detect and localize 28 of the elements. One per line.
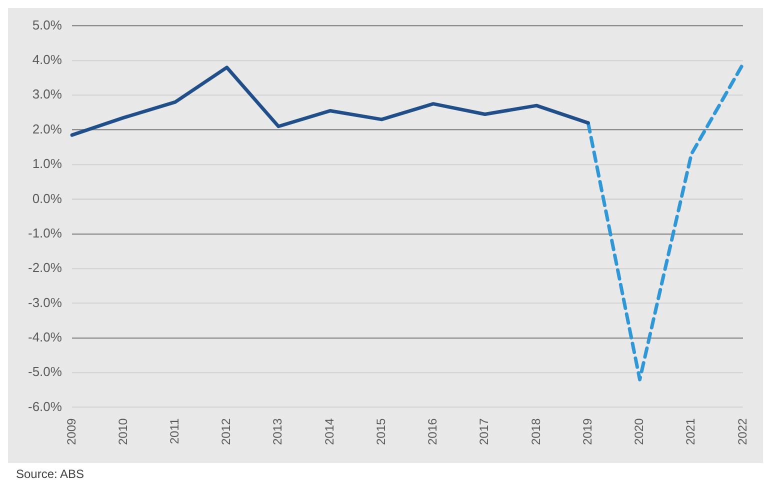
x-tick-label: 2014 bbox=[322, 418, 336, 446]
source-note: Source: ABS bbox=[15, 466, 86, 483]
y-tick-label: -4.0% bbox=[28, 330, 62, 345]
x-tick-label: 2022 bbox=[735, 418, 750, 446]
y-tick-label: -3.0% bbox=[28, 294, 62, 310]
x-tick-label: 2021 bbox=[684, 418, 698, 446]
y-tick-label: 5.0% bbox=[32, 17, 62, 32]
x-tick-label: 2013 bbox=[270, 418, 285, 446]
y-tick-label: 3.0% bbox=[32, 86, 62, 102]
y-tick-label: -5.0% bbox=[28, 364, 62, 380]
line-series bbox=[586, 62, 745, 382]
y-tick-label: 1.0% bbox=[32, 156, 62, 172]
x-tick-label: 2018 bbox=[528, 418, 543, 446]
x-tick-label: 2011 bbox=[168, 418, 182, 444]
y-tick-label: 2.0% bbox=[32, 121, 62, 136]
y-tick-label: 4.0% bbox=[32, 52, 62, 68]
y-tick-label: 0.0% bbox=[32, 190, 62, 206]
y-tick-label: -2.0% bbox=[28, 260, 62, 276]
y-tick-label: -6.0% bbox=[28, 398, 62, 414]
x-tick-label: 2015 bbox=[374, 418, 388, 446]
x-tick-label: 2010 bbox=[116, 418, 130, 446]
x-tick-label: 2019 bbox=[580, 418, 594, 446]
y-tick-label: -1.0% bbox=[28, 225, 62, 240]
x-tick-label: 2020 bbox=[632, 418, 646, 446]
x-tick-label: 2009 bbox=[64, 418, 78, 446]
x-tick-label: 2017 bbox=[477, 418, 492, 446]
x-tick-label: 2012 bbox=[219, 418, 234, 446]
x-tick-label: 2016 bbox=[426, 418, 440, 446]
